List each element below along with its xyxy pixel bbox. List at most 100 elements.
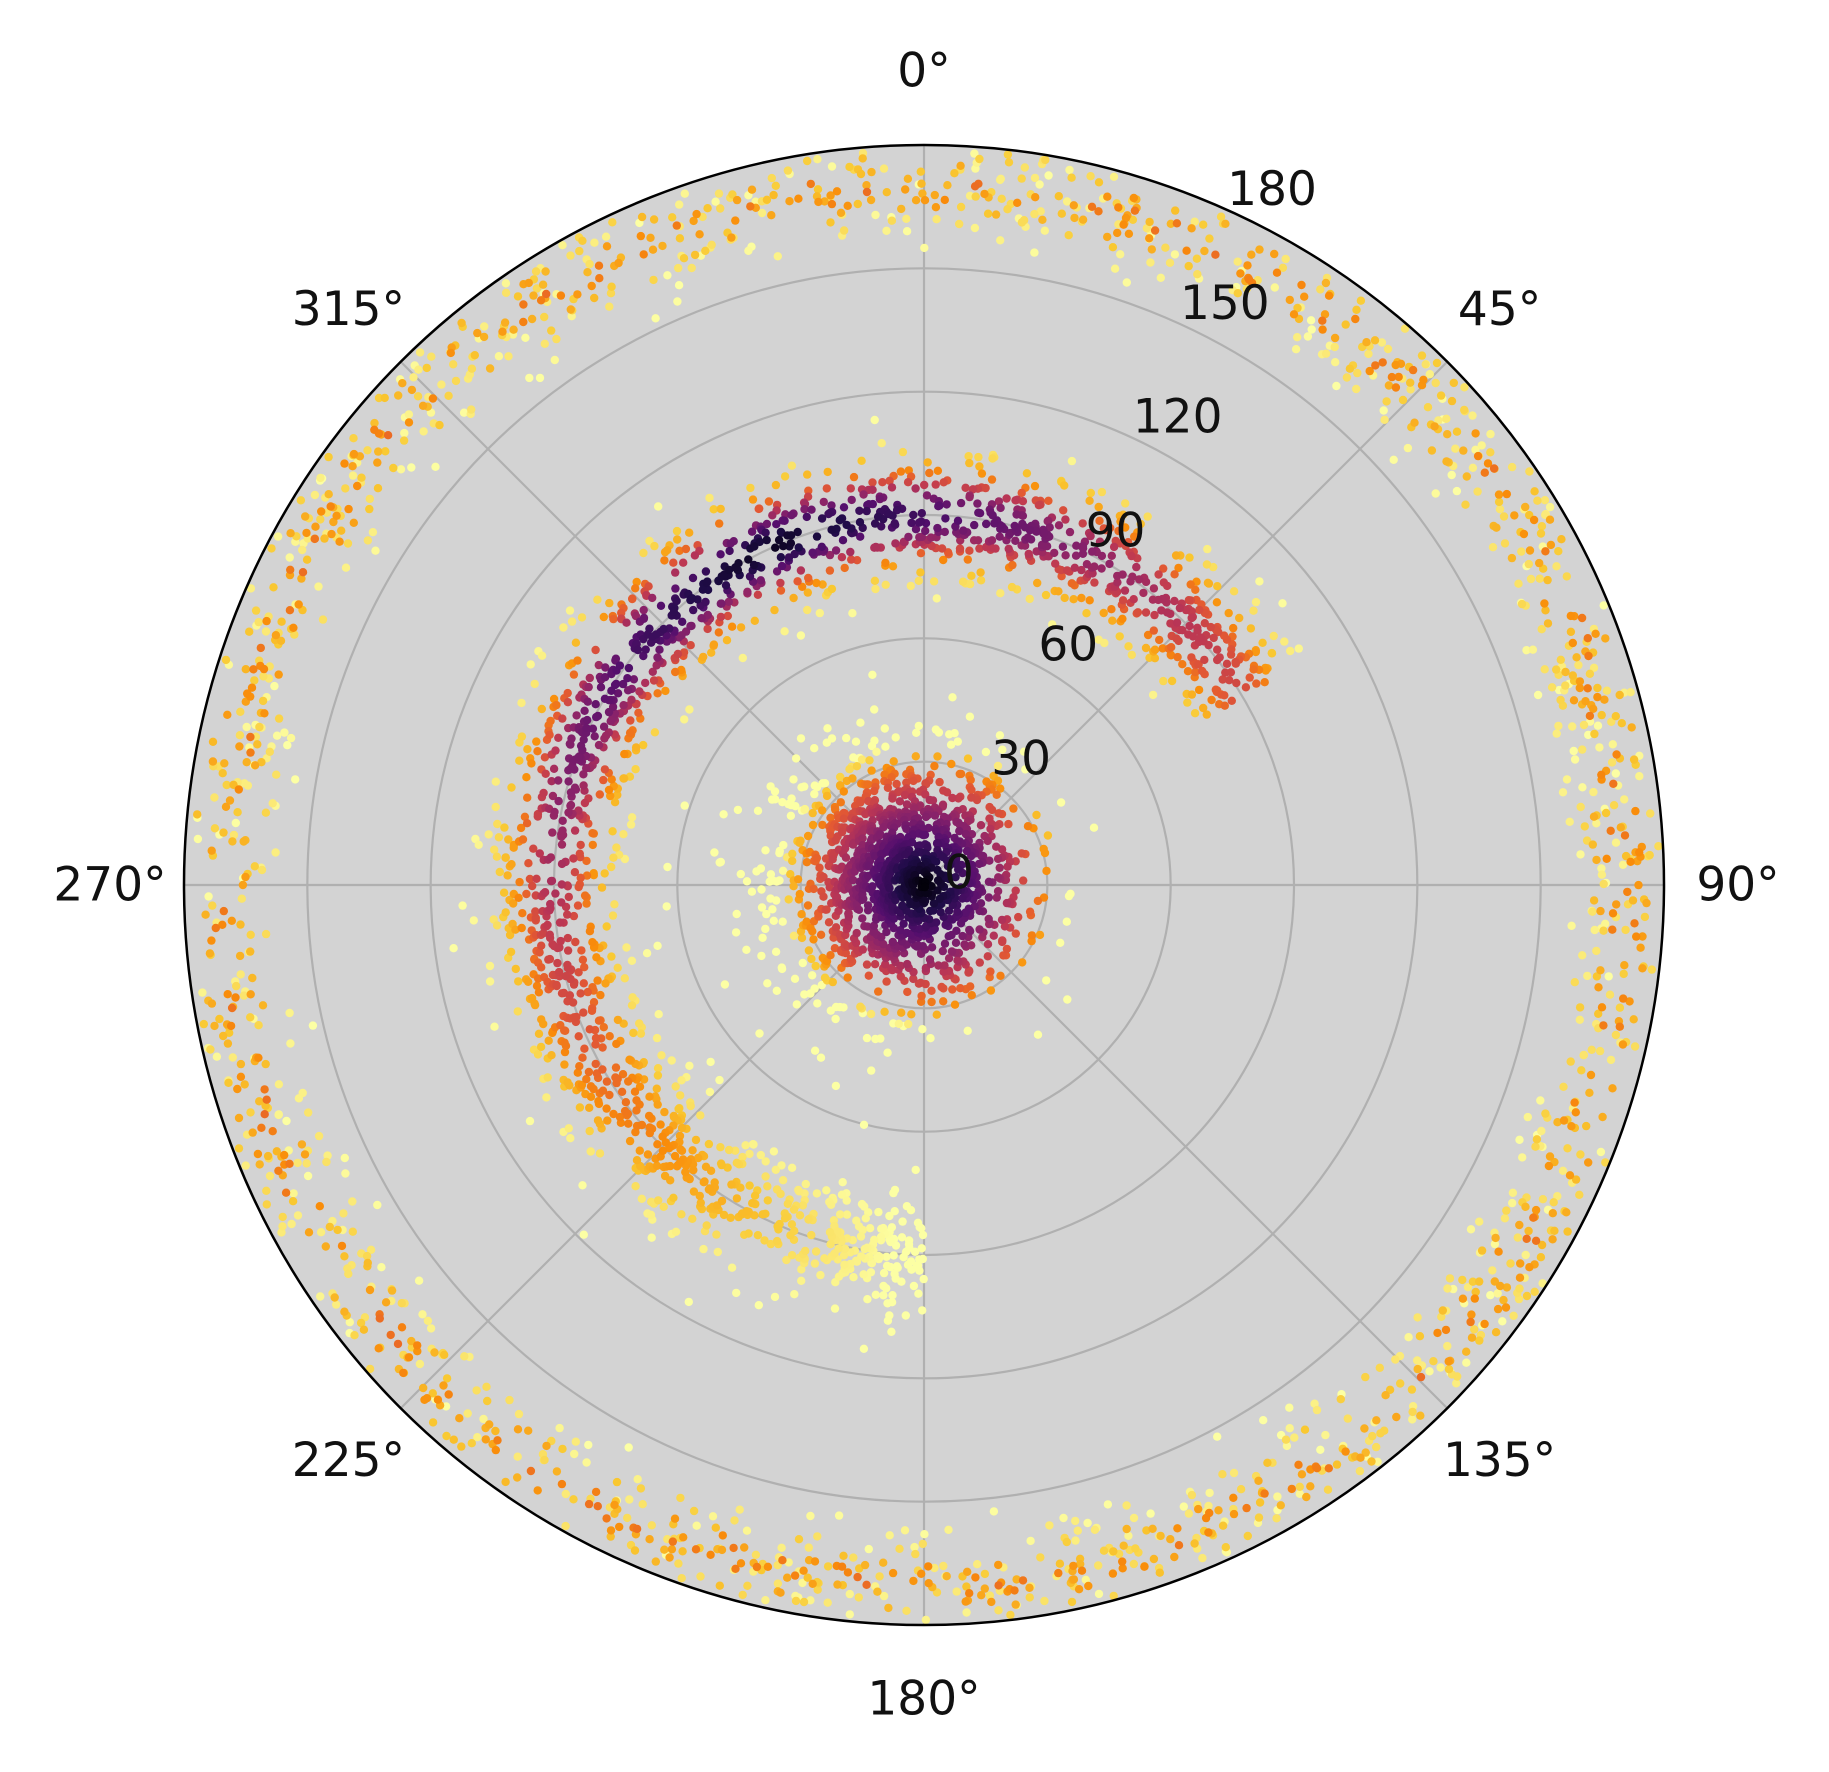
scatter-point xyxy=(699,652,708,662)
scatter-point xyxy=(574,882,583,892)
scatter-point xyxy=(1324,1464,1334,1473)
scatter-point xyxy=(1233,257,1242,266)
scatter-point xyxy=(834,906,843,916)
scatter-point xyxy=(1033,896,1043,906)
scatter-point xyxy=(580,706,589,715)
scatter-point xyxy=(629,675,639,684)
scatter-point xyxy=(947,759,956,769)
scatter-point xyxy=(260,1110,269,1119)
scatter-point xyxy=(766,782,775,791)
scatter-point xyxy=(1468,1277,1478,1286)
scatter-point xyxy=(609,1109,618,1119)
scatter-point xyxy=(1570,978,1580,987)
scatter-point xyxy=(601,232,611,241)
scatter-point xyxy=(838,1178,847,1187)
scatter-point xyxy=(889,1251,898,1260)
scatter-point xyxy=(1530,1287,1539,1297)
scatter-point xyxy=(327,529,336,539)
scatter-point xyxy=(1444,1357,1453,1366)
scatter-point xyxy=(1443,1284,1452,1293)
scatter-point xyxy=(920,243,929,253)
scatter-point xyxy=(543,920,552,930)
scatter-point xyxy=(927,882,936,891)
scatter-point xyxy=(797,783,806,792)
scatter-point xyxy=(428,1389,437,1398)
scatter-point xyxy=(1044,496,1053,505)
scatter-point xyxy=(1070,213,1079,223)
scatter-point xyxy=(1188,632,1198,641)
scatter-point xyxy=(714,189,724,198)
scatter-point xyxy=(744,246,753,255)
scatter-point xyxy=(575,849,584,858)
scatter-point xyxy=(1536,1096,1545,1105)
scatter-point xyxy=(816,1270,825,1280)
scatter-point xyxy=(964,860,973,870)
scatter-point xyxy=(286,529,295,538)
scatter-point xyxy=(1010,1586,1019,1595)
scatter-point xyxy=(686,1101,695,1111)
scatter-point xyxy=(1187,1490,1197,1500)
scatter-point xyxy=(728,190,737,199)
theta-tick-labels: 0°45°90°135°180°225°270°315° xyxy=(53,44,1779,1727)
scatter-point xyxy=(852,928,861,938)
scatter-point xyxy=(1212,627,1222,636)
scatter-point xyxy=(842,1210,852,1219)
scatter-point xyxy=(623,674,632,683)
scatter-point xyxy=(1149,584,1159,593)
scatter-point xyxy=(1425,1367,1434,1376)
scatter-point xyxy=(859,1120,869,1130)
scatter-point xyxy=(604,785,614,795)
scatter-point xyxy=(1061,515,1070,524)
scatter-point xyxy=(473,1433,482,1442)
scatter-point xyxy=(606,1532,615,1541)
scatter-point xyxy=(302,1159,311,1168)
scatter-point xyxy=(1156,273,1166,282)
scatter-point xyxy=(524,1426,533,1435)
scatter-point xyxy=(325,1222,334,1232)
scatter-point xyxy=(600,734,609,743)
scatter-point xyxy=(680,801,689,810)
scatter-point xyxy=(903,174,913,183)
scatter-point xyxy=(582,1075,591,1084)
scatter-point xyxy=(580,1044,589,1053)
scatter-point xyxy=(398,379,407,388)
scatter-point xyxy=(451,376,461,386)
scatter-point xyxy=(1507,462,1517,472)
scatter-point xyxy=(1109,1591,1118,1601)
scatter-point xyxy=(1073,1526,1083,1535)
scatter-point xyxy=(345,1318,354,1327)
scatter-point xyxy=(937,982,946,992)
scatter-point xyxy=(1036,207,1045,216)
scatter-point xyxy=(1589,812,1599,821)
scatter-point xyxy=(1031,193,1040,202)
scatter-point xyxy=(639,614,648,623)
scatter-point xyxy=(590,238,599,247)
scatter-point xyxy=(428,394,438,403)
scatter-point xyxy=(1273,1492,1282,1501)
scatter-point xyxy=(953,956,962,965)
scatter-point xyxy=(896,926,905,935)
scatter-point xyxy=(255,1097,264,1106)
scatter-point xyxy=(778,866,788,875)
scatter-point xyxy=(280,728,289,737)
scatter-point xyxy=(823,467,832,477)
scatter-point xyxy=(1583,634,1593,643)
scatter-point xyxy=(941,514,950,523)
scatter-point xyxy=(1187,690,1197,699)
scatter-point xyxy=(1002,898,1012,908)
scatter-point xyxy=(261,929,271,939)
scatter-point xyxy=(1618,1040,1628,1049)
scatter-point xyxy=(624,1077,633,1086)
scatter-point xyxy=(221,802,231,811)
scatter-point xyxy=(630,1546,640,1555)
scatter-point xyxy=(1569,746,1578,756)
scatter-point xyxy=(1147,245,1157,254)
scatter-point xyxy=(943,548,953,557)
scatter-point xyxy=(558,826,567,835)
scatter-point xyxy=(1621,851,1631,861)
scatter-point xyxy=(639,250,648,259)
scatter-point xyxy=(1003,150,1013,159)
scatter-point xyxy=(1011,929,1020,938)
scatter-point xyxy=(772,986,781,995)
scatter-point xyxy=(1027,931,1037,940)
